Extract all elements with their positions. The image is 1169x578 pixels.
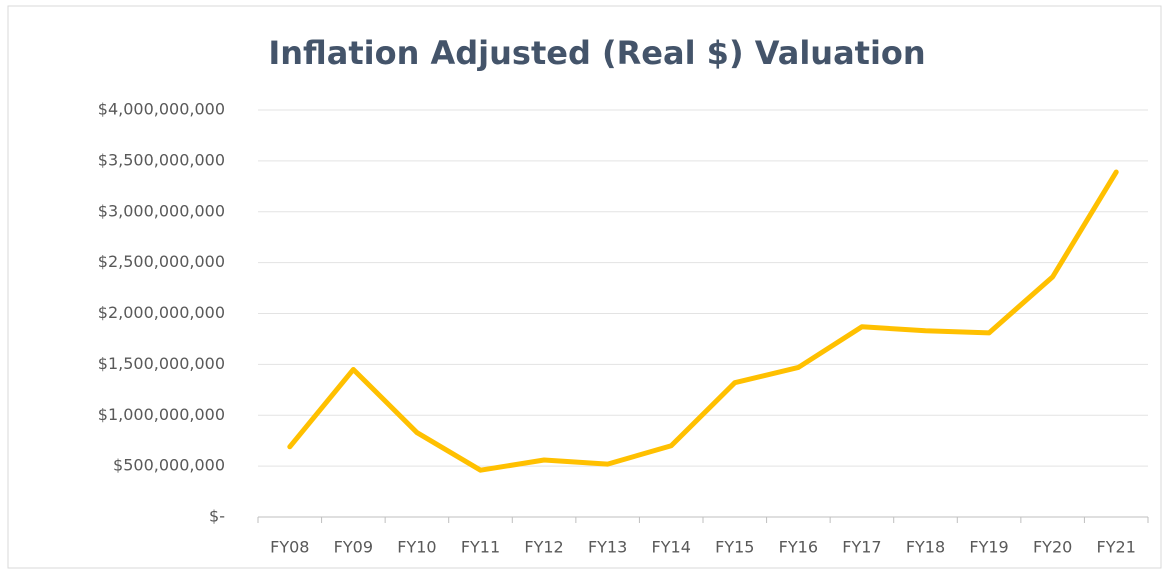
y-tick-label: $2,000,000,000: [98, 303, 225, 322]
x-tick-label: FY11: [461, 538, 500, 557]
y-tick-label: $1,500,000,000: [98, 354, 225, 373]
x-tick-label: FY19: [969, 538, 1008, 557]
y-tick-label: $3,500,000,000: [98, 150, 225, 169]
x-tick-label: FY09: [334, 538, 373, 557]
x-tick-label: FY16: [779, 538, 818, 557]
x-tick-label: FY13: [588, 538, 627, 557]
x-tick-label: FY10: [397, 538, 436, 557]
y-tick-label: $3,000,000,000: [98, 201, 225, 220]
x-tick-label: FY14: [652, 538, 691, 557]
y-tick-label: $4,000,000,000: [98, 100, 225, 119]
y-tick-label: $1,000,000,000: [98, 405, 225, 424]
y-tick-label: $500,000,000: [113, 456, 225, 475]
x-tick-label: FY08: [270, 538, 309, 557]
x-tick-label: FY18: [906, 538, 945, 557]
x-tick-label: FY20: [1033, 538, 1072, 557]
y-tick-label: $-: [209, 507, 225, 526]
chart-title: Inflation Adjusted (Real $) Valuation: [268, 34, 925, 72]
x-tick-label: FY15: [715, 538, 754, 557]
chart-frame: [7, 5, 1162, 569]
y-tick-label: $2,500,000,000: [98, 252, 225, 271]
x-tick-label: FY21: [1097, 538, 1136, 557]
data-line: [287, 169, 1119, 473]
x-tick-label: FY17: [842, 538, 881, 557]
x-tick-label: FY12: [524, 538, 563, 557]
